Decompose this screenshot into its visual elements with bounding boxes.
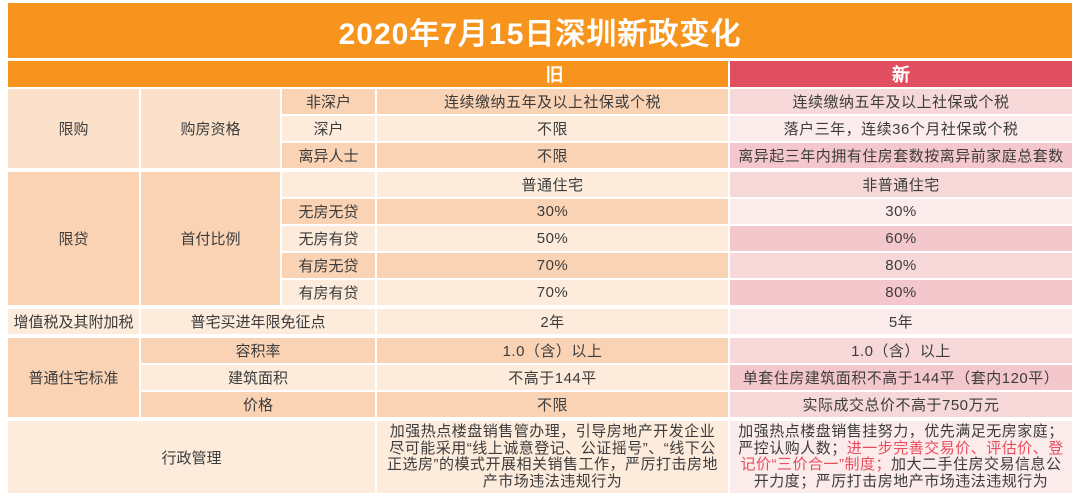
table-row: 有房有贷 70% 80%: [8, 280, 1072, 305]
table-row: 增值税及其附加税 普宅买进年限免征点 2年 5年: [8, 309, 1072, 334]
item-cell: 容积率: [141, 338, 375, 363]
old-value-cell: 不限: [377, 143, 728, 168]
old-value-cell: 30%: [377, 199, 728, 224]
old-value-cell: 70%: [377, 280, 728, 305]
item-cell: 普宅买进年限免征点: [141, 309, 375, 334]
table-row: 普通住宅标准 容积率 1.0（含）以上 1.0（含）以上: [8, 338, 1072, 417]
item-cell: 建筑面积: [141, 365, 375, 390]
category-cell: 限贷: [8, 172, 139, 305]
new-value-cell: 落户三年，连续36个月社保或个税: [730, 116, 1072, 141]
new-value-cell: 60%: [730, 226, 1072, 251]
old-value-cell: 不限: [377, 116, 728, 141]
page-title: 2020年7月15日深圳新政变化: [8, 3, 1072, 58]
old-value-cell: 不限: [377, 392, 728, 417]
old-value-cell: 2年: [377, 309, 728, 334]
old-value-cell: 连续缴纳五年及以上社保或个税: [377, 89, 728, 114]
new-value-cell: 80%: [730, 253, 1072, 278]
category-cell: 增值税及其附加税: [8, 309, 139, 334]
new-column-header: 新: [730, 61, 1072, 87]
new-value-cell: 连续缴纳五年及以上社保或个税: [730, 89, 1072, 114]
new-value-cell: 非普通住宅: [730, 172, 1072, 197]
table-row: 深户 不限 落户三年，连续36个月社保或个税: [8, 116, 1072, 141]
old-value-cell: 50%: [377, 226, 728, 251]
item-cell: 价格: [141, 392, 375, 417]
item-cell: 离异人士: [282, 143, 375, 168]
item-cell: 深户: [282, 116, 375, 141]
new-value-cell: 80%: [730, 280, 1072, 305]
category-cell: 普通住宅标准: [8, 338, 139, 417]
new-value-text: 加大二手住房交易信息公开力度；严厉打击房地产市场违法违规行为: [753, 456, 1062, 490]
item-cell: 有房无贷: [282, 253, 375, 278]
table-row: 有房无贷 70% 80%: [8, 253, 1072, 278]
new-value-cell: 5年: [730, 309, 1072, 334]
table-row: 无房有贷 50% 60%: [8, 226, 1072, 251]
old-value-cell: 70%: [377, 253, 728, 278]
new-value-cell: 30%: [730, 199, 1072, 224]
old-value-cell: 1.0（含）以上: [377, 338, 728, 363]
old-value-cell: 不高于144平: [377, 365, 728, 390]
table-row: 离异人士 不限 离异起三年内拥有住房套数按离异前家庭总套数: [8, 143, 1072, 168]
table-row: 建筑面积 不高于144平 单套住房建筑面积不高于144平（套内120平）: [8, 365, 1072, 390]
new-value-cell: 实际成交总价不高于750万元: [730, 392, 1072, 417]
item-cell: 有房有贷: [282, 280, 375, 305]
table-row: 无房无贷 30% 30%: [8, 199, 1072, 224]
new-value-cell: 加强热点楼盘销售挂努力，优先满足无房家庭；严控认购人数；进一步完善交易价、评估价…: [730, 421, 1072, 493]
item-cell: 无房有贷: [282, 226, 375, 251]
category-cell: 限购: [8, 89, 139, 168]
category-cell: 行政管理: [8, 421, 375, 493]
policy-comparison-table: 旧 新 限购 购房资格 非深户 连续缴纳五年及以上社保或个税 连续缴纳五年及以上…: [6, 59, 1074, 493]
new-value-cell: 单套住房建筑面积不高于144平（套内120平）: [730, 365, 1072, 390]
table-row: 价格 不限 实际成交总价不高于750万元: [8, 392, 1072, 417]
new-value-cell: 离异起三年内拥有住房套数按离异前家庭总套数: [730, 143, 1072, 168]
new-value-changed-text: 进一步完善交易价、评估价、登记价“三价合一”制度；: [740, 439, 1064, 473]
old-column-label: 旧: [545, 65, 564, 85]
new-value-text: 加强热点楼盘销售挂努力，优先满足无房家庭；严控认购人数；: [738, 423, 1064, 457]
table-row: 行政管理 加强热点楼盘销售管办理，引导房地产开发企业尽可能采用“线上诚意登记、公…: [8, 421, 1072, 493]
table-row: 限购 购房资格 非深户 连续缴纳五年及以上社保或个税 连续缴纳五年及以上社保或个…: [8, 89, 1072, 168]
old-value-cell: 加强热点楼盘销售管办理，引导房地产开发企业尽可能采用“线上诚意登记、公证摇号”、…: [377, 421, 728, 493]
new-value-cell: 1.0（含）以上: [730, 338, 1072, 363]
item-cell: 无房无贷: [282, 199, 375, 224]
old-column-header: 旧: [8, 61, 728, 87]
old-value-cell: 普通住宅: [377, 172, 728, 197]
item-cell: [282, 172, 375, 197]
table-row: 限贷 首付比例 普通住宅 非普通住宅: [8, 172, 1072, 305]
column-header-row: 旧 新: [8, 61, 1072, 87]
subcategory-cell: 首付比例: [141, 172, 280, 305]
item-cell: 非深户: [282, 89, 375, 114]
subcategory-cell: 购房资格: [141, 89, 280, 168]
